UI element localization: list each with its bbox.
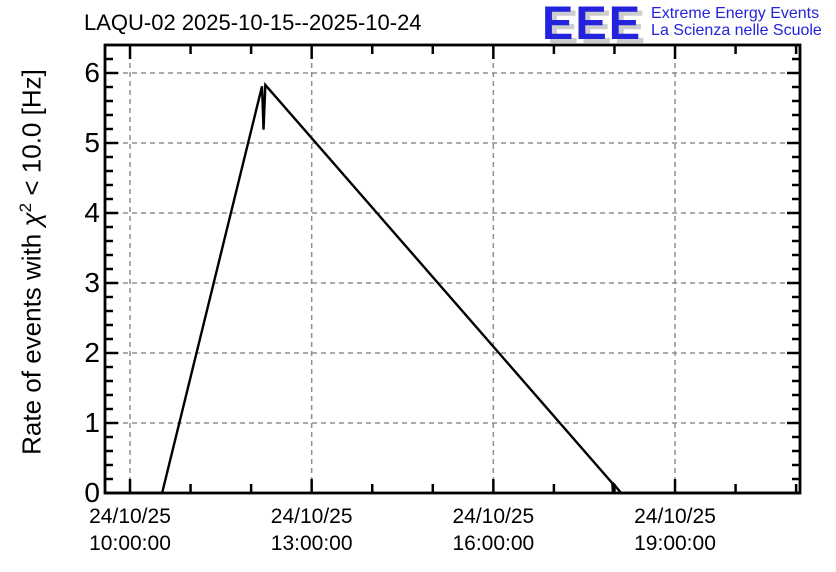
x-tick-time: 13:00:00: [270, 532, 353, 555]
eee-logo-caption: Extreme Energy Events La Scienza nelle S…: [651, 5, 822, 39]
y-tick-label: 1: [84, 407, 100, 438]
x-tick-time: 16:00:00: [452, 532, 535, 555]
eee-logo-line2: La Scienza nelle Scuole: [651, 22, 822, 39]
y-tick-label: 2: [84, 337, 100, 368]
x-tick-label: 24/10/25 19:00:00: [605, 503, 745, 557]
y-tick-label: 3: [84, 267, 100, 298]
eee-logo-line1: Extreme Energy Events: [651, 5, 820, 22]
y-tick-label: 4: [84, 197, 100, 228]
plot-frame: [103, 43, 802, 495]
x-tick-label: 24/10/25 13:00:00: [242, 503, 382, 557]
x-tick-date: 24/10/25: [89, 505, 171, 528]
x-tick-date: 24/10/25: [452, 505, 535, 528]
x-tick-label: 24/10/25 10:00:00: [60, 503, 200, 557]
x-tick-date: 24/10/25: [270, 505, 353, 528]
eee-logo: EEE Extreme Energy Events La Scienza nel…: [542, 0, 822, 49]
eee-logo-acronym: EEE: [542, 0, 643, 49]
x-tick-date: 24/10/25: [634, 505, 716, 528]
x-tick-label: 24/10/25 16:00:00: [423, 503, 563, 557]
x-tick-time: 10:00:00: [89, 532, 171, 555]
y-tick-label: 5: [84, 127, 100, 158]
x-tick-time: 19:00:00: [634, 532, 716, 555]
y-tick-label: 0: [84, 477, 100, 508]
chart-title: LAQU-02 2025-10-15--2025-10-24: [84, 10, 422, 35]
chi-exponent: 2: [16, 202, 35, 213]
rate-curve: [105, 81, 800, 495]
y-tick-label: 6: [84, 57, 100, 88]
